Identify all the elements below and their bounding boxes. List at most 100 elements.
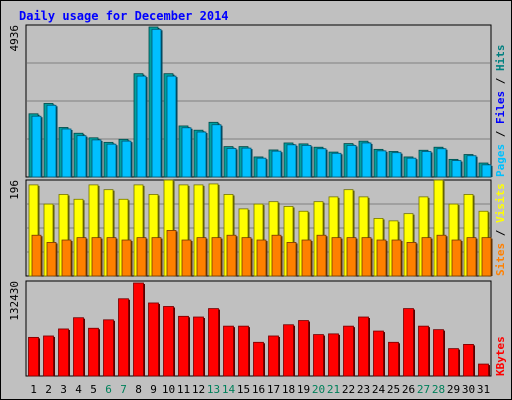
bar-kbytes-24: [373, 330, 384, 377]
bar-kbytes-8: [133, 282, 144, 377]
x-tick-label-31: 31: [477, 383, 490, 396]
bar-sites-13: [211, 237, 222, 277]
bar-kbytes-5: [88, 327, 99, 377]
bar-sites-25: [391, 239, 402, 277]
bar-files-4: [76, 135, 87, 178]
x-tick-label-26: 26: [402, 383, 415, 396]
legend-item-hits: Hits: [494, 45, 507, 72]
bar-files-22: [346, 144, 357, 178]
bar-files-7: [121, 140, 132, 178]
x-tick-label-18: 18: [282, 383, 295, 396]
x-tick-label-7: 7: [120, 383, 127, 396]
y-max-label: 196: [8, 180, 21, 200]
legend-item-sites: Sites: [494, 243, 507, 276]
bar-kbytes-31: [478, 363, 489, 377]
x-tick-label-13: 13: [207, 383, 220, 396]
bar-kbytes-2: [43, 335, 54, 377]
bar-kbytes-3: [58, 328, 69, 377]
x-tick-label-3: 3: [60, 383, 67, 396]
x-tick-label-20: 20: [312, 383, 325, 396]
x-tick-label-21: 21: [327, 383, 340, 396]
bar-sites-17: [271, 234, 282, 277]
bar-kbytes-18: [283, 324, 294, 377]
bar-sites-28: [436, 234, 447, 277]
legend-item-visits: Visits: [494, 183, 507, 223]
bar-files-25: [391, 152, 402, 178]
x-tick-label-23: 23: [357, 383, 370, 396]
x-tick-label-8: 8: [135, 383, 142, 396]
bar-files-27: [421, 151, 432, 178]
bar-sites-29: [451, 239, 462, 277]
bar-files-28: [436, 148, 447, 178]
bar-kbytes-10: [163, 306, 174, 377]
legend-separator: /: [494, 71, 507, 91]
bar-sites-21: [331, 237, 342, 277]
bar-sites-8: [136, 237, 147, 277]
bar-sites-24: [376, 239, 387, 277]
panel-visits-sites: 196 Sites / Visits: [8, 179, 507, 277]
legend-separator: /: [494, 124, 507, 144]
legend-item-files: Files: [494, 91, 507, 124]
bar-files-21: [331, 152, 342, 178]
bar-files-16: [256, 157, 267, 178]
x-tick-label-6: 6: [105, 383, 112, 396]
x-tick-label-19: 19: [297, 383, 310, 396]
x-tick-label-15: 15: [237, 383, 250, 396]
bar-sites-16: [256, 239, 267, 277]
chart-panels: 4936 Pages / Files / Hits 196 Sites / Visit…: [8, 24, 507, 377]
bar-sites-5: [91, 237, 102, 277]
bar-files-13: [211, 124, 222, 178]
bar-kbytes-4: [73, 317, 84, 377]
bar-kbytes-7: [118, 298, 129, 377]
y-max-label: 4936: [8, 25, 21, 52]
bar-files-3: [61, 128, 72, 178]
bar-kbytes-29: [448, 348, 459, 377]
bar-files-1: [31, 115, 42, 178]
bar-files-11: [181, 127, 192, 178]
x-tick-label-4: 4: [75, 383, 82, 396]
x-tick-label-10: 10: [162, 383, 175, 396]
bar-kbytes-30: [463, 343, 474, 377]
bar-sites-9: [151, 237, 162, 277]
bar-files-30: [466, 155, 477, 178]
x-tick-label-12: 12: [192, 383, 205, 396]
bar-kbytes-13: [208, 308, 219, 377]
legend-kbytes: KBytes: [494, 336, 507, 376]
bar-kbytes-11: [178, 315, 189, 377]
bar-sites-2: [46, 242, 57, 277]
bar-kbytes-15: [238, 325, 249, 377]
x-tick-label-30: 30: [462, 383, 475, 396]
bar-files-9: [151, 28, 162, 178]
bar-files-2: [46, 104, 57, 178]
bar-sites-7: [121, 239, 132, 277]
bar-sites-23: [361, 237, 372, 277]
x-axis-tick-labels: 1 2 3 4 5 6 7 8 9 10 11 12 13 14 15 16 17 18 19 20 21 22 23 24 2…: [30, 383, 490, 396]
bar-files-18: [286, 144, 297, 178]
bar-files-17: [271, 150, 282, 178]
bar-sites-20: [316, 234, 327, 277]
bar-sites-30: [466, 237, 477, 277]
bar-files-23: [361, 142, 372, 178]
bar-kbytes-14: [223, 325, 234, 377]
y-max-label: 132430: [8, 281, 21, 321]
panel-hits-files: 4936 Pages / Files / Hits: [8, 24, 507, 178]
bar-sites-26: [406, 242, 417, 277]
bar-files-6: [106, 143, 117, 178]
x-tick-label-17: 17: [267, 383, 280, 396]
legend-hits-files: Pages / Files / Hits: [494, 45, 507, 178]
bar-files-5: [91, 139, 102, 178]
bar-sites-22: [346, 237, 357, 277]
x-tick-label-22: 22: [342, 383, 355, 396]
x-tick-label-24: 24: [372, 383, 386, 396]
bar-files-14: [226, 148, 237, 178]
bar-kbytes-21: [328, 333, 339, 377]
bar-files-10: [166, 75, 177, 178]
bar-kbytes-20: [313, 334, 324, 377]
bar-sites-10: [166, 230, 177, 277]
bar-files-19: [301, 144, 312, 178]
panel-kbytes: 132430 KBytes: [8, 280, 507, 377]
x-tick-label-9: 9: [150, 383, 157, 396]
x-tick-label-14: 14: [222, 383, 236, 396]
bar-sites-27: [421, 237, 432, 277]
